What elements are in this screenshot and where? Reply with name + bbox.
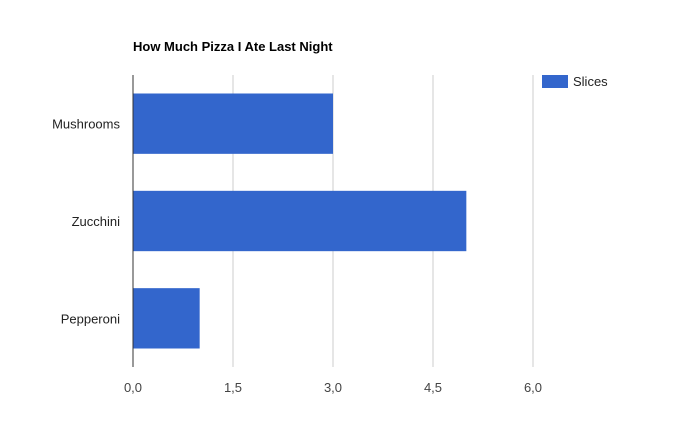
bar-mushrooms[interactable] xyxy=(133,93,333,154)
bar-pepperoni[interactable] xyxy=(133,288,200,349)
x-tick-label: 4,5 xyxy=(424,380,442,395)
category-label-zucchini: Zucchini xyxy=(72,214,121,229)
chart-title: How Much Pizza I Ate Last Night xyxy=(133,39,333,54)
bars xyxy=(133,93,467,349)
x-tick-labels: 0,0 1,5 3,0 4,5 6,0 xyxy=(124,380,542,395)
x-tick-label: 0,0 xyxy=(124,380,142,395)
x-tick-label: 3,0 xyxy=(324,380,342,395)
legend-label-slices: Slices xyxy=(573,74,608,89)
category-labels: Mushrooms Zucchini Pepperoni xyxy=(52,117,120,327)
bar-zucchini[interactable] xyxy=(133,190,467,252)
x-tick-label: 6,0 xyxy=(524,380,542,395)
category-label-pepperoni: Pepperoni xyxy=(61,311,120,326)
category-label-mushrooms: Mushrooms xyxy=(52,117,120,132)
legend[interactable]: Slices xyxy=(542,74,608,89)
x-tick-label: 1,5 xyxy=(224,380,242,395)
legend-swatch-slices xyxy=(542,75,568,88)
